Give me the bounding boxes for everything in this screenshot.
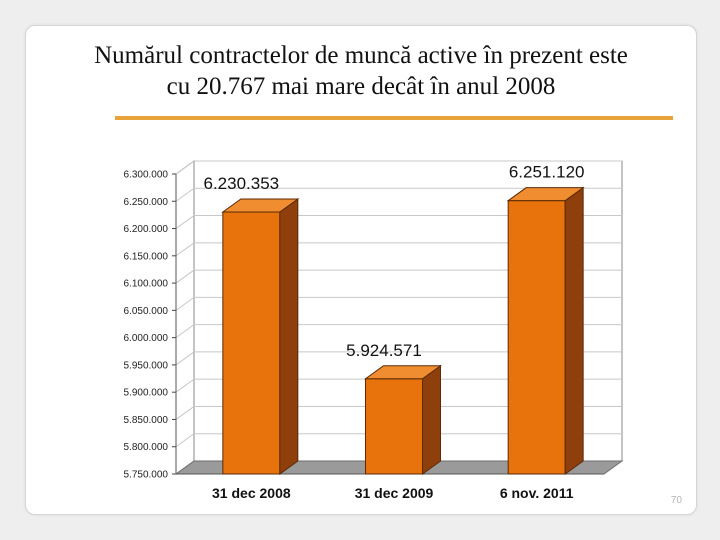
y-tick-label: 6.200.000 <box>124 224 169 235</box>
y-tick-label: 5.950.000 <box>124 360 169 371</box>
gridline-side <box>175 187 195 202</box>
y-tick-label: 6.250.000 <box>124 197 169 208</box>
y-tick-label: 6.000.000 <box>124 333 169 344</box>
gridline-side <box>175 242 195 257</box>
bar-data-label: 6.230.353 <box>204 174 280 193</box>
gridline-side <box>175 406 195 420</box>
bar <box>507 200 566 475</box>
x-category-label: 31 dec 2008 <box>212 485 291 501</box>
y-tick-label: 6.300.000 <box>124 170 169 181</box>
gridline-side <box>175 378 195 393</box>
slide-title-line-2: cu 20.767 mai mare decât în anul 2008 <box>166 73 556 100</box>
bar-top <box>221 198 300 213</box>
y-tick-label: 6.150.000 <box>124 251 169 262</box>
y-tick-label: 5.850.000 <box>124 415 169 426</box>
gridline-side <box>175 351 195 366</box>
x-category-label: 6 nov. 2011 <box>500 485 574 501</box>
gridline-side <box>175 296 195 311</box>
bar-side <box>279 198 299 475</box>
bar <box>365 378 423 475</box>
bar-side <box>422 364 441 475</box>
y-tick-label: 5.800.000 <box>124 442 169 453</box>
plot-side-wall <box>175 160 195 475</box>
y-tick-label: 5.900.000 <box>124 388 169 399</box>
slide-title: Numărul contractelor de muncă active în … <box>26 40 696 102</box>
gridline-side <box>175 160 195 175</box>
y-tick-label: 5.750.000 <box>124 470 169 481</box>
page-number: 70 <box>670 495 682 506</box>
x-category-label: 31 dec 2009 <box>355 485 434 501</box>
bar-top <box>506 187 585 202</box>
y-tick-label: 6.050.000 <box>124 306 169 317</box>
gridline-side <box>175 433 195 448</box>
bar-side <box>564 186 584 475</box>
bar-top <box>363 365 443 380</box>
bar-data-label: 5.924.571 <box>346 341 422 360</box>
bar <box>222 211 281 475</box>
gridline-side <box>175 324 195 339</box>
bar-data-label: 6.251.120 <box>509 163 585 182</box>
slide-title-line-1: Numărul contractelor de muncă active în … <box>94 42 628 69</box>
y-tick-label: 6.100.000 <box>124 279 169 290</box>
gridline-side <box>175 215 195 229</box>
slide: Numărul contractelor de muncă active în … <box>25 25 697 515</box>
gridline-side <box>175 269 195 284</box>
bar-chart: 5.750.000 5.800.000 5.850.000 5.900.000 5.95… <box>124 160 624 501</box>
title-underline <box>115 116 673 120</box>
